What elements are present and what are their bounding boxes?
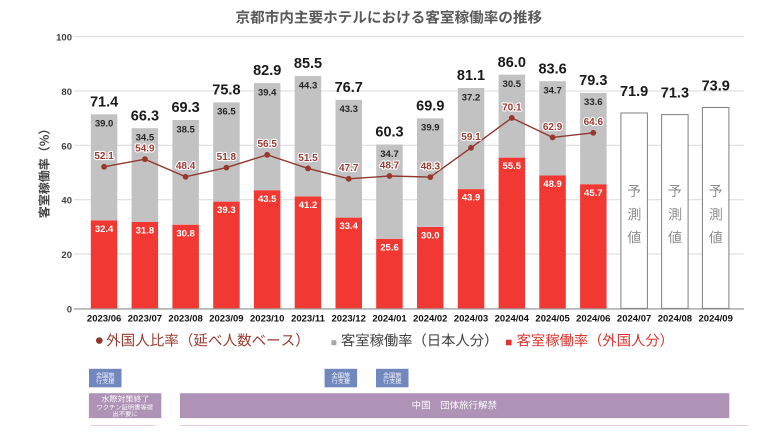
svg-text:71.4: 71.4 (90, 94, 118, 110)
svg-text:54.9: 54.9 (135, 144, 155, 155)
svg-text:75.8: 75.8 (212, 83, 240, 99)
svg-text:86.0: 86.0 (498, 55, 526, 71)
svg-text:81.1: 81.1 (457, 68, 485, 84)
svg-text:43.3: 43.3 (339, 104, 358, 115)
svg-text:56.5: 56.5 (257, 139, 277, 150)
svg-text:30.8: 30.8 (176, 228, 195, 239)
svg-text:69.9: 69.9 (416, 99, 444, 115)
svg-text:37.2: 37.2 (462, 92, 481, 103)
svg-text:66.3: 66.3 (131, 108, 159, 124)
svg-text:2023/11: 2023/11 (291, 314, 326, 325)
svg-text:2023/07: 2023/07 (128, 314, 162, 325)
svg-text:82.9: 82.9 (253, 63, 281, 79)
svg-text:41.2: 41.2 (299, 200, 318, 211)
svg-text:44.3: 44.3 (299, 80, 318, 91)
svg-text:48.7: 48.7 (380, 160, 400, 171)
svg-text:34.5: 34.5 (136, 133, 155, 144)
svg-text:39.3: 39.3 (217, 205, 236, 216)
svg-text:51.8: 51.8 (217, 152, 237, 163)
svg-text:2024/08: 2024/08 (658, 314, 692, 325)
svg-text:60.3: 60.3 (375, 125, 403, 141)
svg-text:2024/07: 2024/07 (617, 314, 651, 325)
svg-text:31.8: 31.8 (136, 226, 155, 237)
svg-text:0: 0 (67, 304, 72, 315)
svg-text:32.4: 32.4 (95, 224, 114, 235)
svg-text:2024/03: 2024/03 (454, 314, 488, 325)
svg-text:43.5: 43.5 (258, 194, 277, 205)
svg-text:36.5: 36.5 (217, 107, 236, 118)
svg-text:2024/02: 2024/02 (413, 314, 447, 325)
svg-text:30.0: 30.0 (421, 231, 440, 242)
svg-text:83.6: 83.6 (538, 61, 566, 77)
svg-text:38.5: 38.5 (176, 124, 195, 135)
svg-text:71.3: 71.3 (661, 86, 689, 102)
svg-text:43.9: 43.9 (462, 193, 481, 204)
svg-text:62.9: 62.9 (543, 122, 563, 133)
svg-text:34.7: 34.7 (380, 149, 399, 160)
svg-text:2023/12: 2023/12 (332, 314, 366, 325)
svg-text:33.4: 33.4 (339, 221, 358, 232)
svg-text:2023/10: 2023/10 (250, 314, 284, 325)
svg-text:55.5: 55.5 (503, 161, 522, 172)
svg-text:40: 40 (61, 196, 72, 207)
svg-text:2024/04: 2024/04 (495, 314, 530, 325)
svg-text:52.1: 52.1 (94, 151, 114, 162)
svg-text:70.1: 70.1 (502, 102, 522, 113)
svg-text:59.1: 59.1 (461, 132, 481, 143)
svg-text:20: 20 (61, 250, 72, 261)
svg-text:2023/08: 2023/08 (168, 314, 202, 325)
svg-text:69.3: 69.3 (171, 100, 199, 116)
svg-text:73.9: 73.9 (702, 79, 730, 95)
svg-text:34.7: 34.7 (543, 86, 562, 97)
svg-text:60: 60 (61, 141, 72, 152)
svg-text:30.5: 30.5 (503, 79, 522, 90)
svg-text:33.6: 33.6 (584, 97, 603, 108)
svg-text:48.9: 48.9 (543, 179, 562, 190)
svg-text:85.5: 85.5 (294, 56, 322, 72)
svg-text:48.4: 48.4 (176, 161, 196, 172)
svg-text:39.9: 39.9 (421, 123, 440, 134)
svg-text:80: 80 (61, 87, 72, 98)
svg-text:2023/06: 2023/06 (87, 314, 121, 325)
svg-text:76.7: 76.7 (335, 80, 363, 96)
svg-text:48.3: 48.3 (421, 162, 441, 173)
svg-text:39.0: 39.0 (95, 119, 114, 130)
svg-text:100: 100 (56, 33, 72, 44)
svg-text:2023/09: 2023/09 (209, 314, 243, 325)
svg-text:2024/05: 2024/05 (535, 314, 570, 325)
svg-text:79.3: 79.3 (579, 73, 607, 89)
svg-text:71.9: 71.9 (620, 84, 648, 100)
svg-text:64.6: 64.6 (584, 117, 604, 128)
svg-text:2024/06: 2024/06 (576, 314, 610, 325)
svg-text:2024/09: 2024/09 (699, 314, 733, 325)
svg-text:47.7: 47.7 (339, 163, 359, 174)
svg-text:25.6: 25.6 (380, 242, 399, 253)
svg-text:2024/01: 2024/01 (372, 314, 407, 325)
svg-text:51.5: 51.5 (298, 153, 318, 164)
svg-text:39.4: 39.4 (258, 87, 277, 98)
svg-text:45.7: 45.7 (584, 188, 603, 199)
